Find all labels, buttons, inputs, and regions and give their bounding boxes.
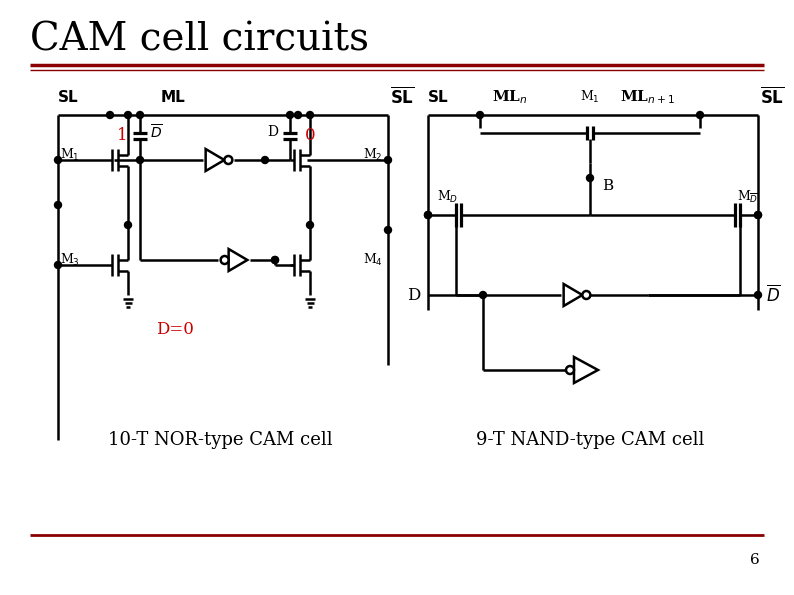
Text: ML: ML <box>160 89 185 105</box>
Circle shape <box>587 174 593 181</box>
Text: M$_D$: M$_D$ <box>437 189 459 205</box>
Text: $\overline{D}$: $\overline{D}$ <box>766 284 781 305</box>
Circle shape <box>582 291 591 299</box>
Circle shape <box>261 156 268 164</box>
Circle shape <box>272 256 279 264</box>
Circle shape <box>754 211 761 218</box>
Text: SL: SL <box>58 89 79 105</box>
Circle shape <box>566 366 574 374</box>
Text: M$_1$: M$_1$ <box>60 147 79 163</box>
Circle shape <box>425 211 431 218</box>
Circle shape <box>754 292 761 299</box>
Text: M$_1$: M$_1$ <box>580 89 599 105</box>
Text: 10-T NOR-type CAM cell: 10-T NOR-type CAM cell <box>108 431 333 449</box>
Circle shape <box>476 111 484 118</box>
Text: $\overline{D}$: $\overline{D}$ <box>150 123 163 142</box>
Circle shape <box>754 211 761 218</box>
Text: B: B <box>602 179 613 193</box>
Circle shape <box>106 111 114 118</box>
Text: D: D <box>267 126 278 139</box>
Text: SL: SL <box>428 89 449 105</box>
Circle shape <box>55 202 61 208</box>
Text: ML$_{n+1}$: ML$_{n+1}$ <box>620 88 676 106</box>
Text: $\overline{\mathbf{SL}}$: $\overline{\mathbf{SL}}$ <box>390 86 414 108</box>
Circle shape <box>696 111 703 118</box>
Text: D: D <box>407 287 420 303</box>
Circle shape <box>306 111 314 118</box>
Circle shape <box>425 211 431 218</box>
Circle shape <box>480 292 487 299</box>
Circle shape <box>306 221 314 228</box>
Text: M$_2$: M$_2$ <box>364 147 383 163</box>
Circle shape <box>295 111 302 118</box>
Circle shape <box>225 156 233 164</box>
Circle shape <box>384 227 391 233</box>
Circle shape <box>137 111 144 118</box>
Text: D=0: D=0 <box>156 321 194 339</box>
Circle shape <box>272 256 279 264</box>
Circle shape <box>125 221 132 228</box>
Circle shape <box>125 111 132 118</box>
Text: 0: 0 <box>305 127 315 143</box>
Circle shape <box>221 256 229 264</box>
Text: 9-T NAND-type CAM cell: 9-T NAND-type CAM cell <box>476 431 704 449</box>
Text: M$_{\overline{D}}$: M$_{\overline{D}}$ <box>737 189 759 205</box>
Circle shape <box>287 111 294 118</box>
Text: 1: 1 <box>117 127 127 143</box>
Text: CAM cell circuits: CAM cell circuits <box>30 21 369 58</box>
Circle shape <box>137 156 144 164</box>
Text: 6: 6 <box>750 553 760 567</box>
Text: ML$_n$: ML$_n$ <box>492 88 528 106</box>
Text: M$_3$: M$_3$ <box>60 252 79 268</box>
Circle shape <box>55 261 61 268</box>
Text: M$_4$: M$_4$ <box>363 252 383 268</box>
Text: $\overline{\mathbf{SL}}$: $\overline{\mathbf{SL}}$ <box>760 86 784 108</box>
Circle shape <box>384 156 391 164</box>
Circle shape <box>55 156 61 164</box>
